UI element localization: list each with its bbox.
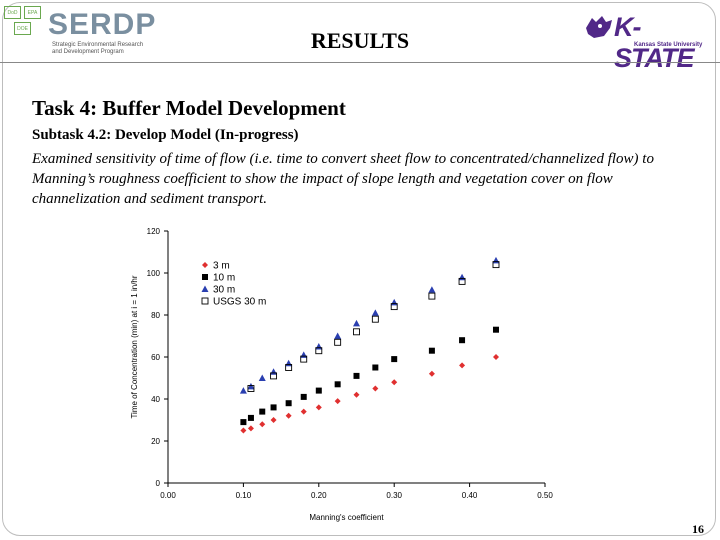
- data-point-3-m: [334, 398, 341, 405]
- data-point-30-m: [285, 359, 293, 367]
- y-tick-label: 80: [151, 311, 160, 320]
- y-tick-label: 120: [147, 227, 161, 236]
- page-number: 16: [692, 522, 704, 536]
- header-divider: [0, 62, 720, 63]
- data-point-30-m: [300, 351, 308, 358]
- y-axis-label: Time of Concentration (min) at i = 1 in/…: [130, 275, 139, 418]
- legend-label: 10 m: [213, 273, 235, 284]
- subtask-title: Subtask 4.2: Develop Model (In-progress): [32, 127, 299, 143]
- legend-marker: [201, 297, 209, 305]
- serdp-wordmark: SERDP: [48, 8, 157, 41]
- x-tick-label: 0.10: [236, 491, 252, 500]
- legend-marker: [201, 285, 209, 292]
- data-point-3-m: [259, 421, 266, 428]
- y-tick-label: 40: [151, 395, 160, 404]
- kstate-wordmark: K-STATE: [614, 12, 695, 73]
- data-point-3-m: [492, 354, 499, 360]
- data-point-30-m: [270, 368, 278, 375]
- data-point-10-m: [259, 408, 266, 415]
- data-point-3-m: [300, 408, 307, 415]
- data-point-3-m: [247, 425, 254, 432]
- x-tick-label: 0.30: [386, 491, 402, 500]
- data-point-10-m: [492, 326, 499, 333]
- dod-box: DoD: [4, 6, 21, 19]
- data-point-3-m: [428, 370, 435, 377]
- x-tick-label: 0.50: [537, 491, 553, 500]
- legend-label: 30 m: [213, 285, 235, 296]
- data-point-usgs-30-m: [247, 385, 255, 392]
- data-point-3-m: [285, 412, 292, 419]
- data-point-10-m: [428, 347, 435, 354]
- data-point-3-m: [353, 391, 360, 398]
- data-point-30-m: [390, 298, 398, 306]
- data-point-10-m: [300, 393, 307, 400]
- data-point-3-m: [240, 427, 247, 434]
- data-point-usgs-30-m: [371, 315, 379, 323]
- x-tick-label: 0.20: [311, 491, 327, 500]
- data-point-usgs-30-m: [315, 347, 323, 355]
- data-point-30-m: [258, 374, 266, 381]
- data-point-30-m: [428, 286, 436, 293]
- data-point-30-m: [458, 273, 466, 281]
- data-point-3-m: [270, 417, 277, 423]
- y-tick-label: 100: [147, 269, 161, 278]
- data-point-10-m: [334, 381, 341, 388]
- legend-marker: [202, 262, 208, 268]
- data-point-usgs-30-m: [285, 364, 293, 371]
- data-point-10-m: [247, 414, 254, 421]
- data-point-30-m: [353, 319, 360, 327]
- legend-label: USGS 30 m: [213, 297, 266, 308]
- data-point-3-m: [372, 385, 379, 392]
- data-point-usgs-30-m: [300, 355, 308, 363]
- slide-title: RESULTS: [310, 28, 410, 53]
- data-point-10-m: [353, 372, 360, 379]
- serdp-subtitle: Strategic Environmental Research and Dev…: [52, 42, 144, 55]
- data-point-30-m: [371, 309, 379, 316]
- legend-label: 3 m: [213, 261, 230, 272]
- data-point-usgs-30-m: [458, 277, 466, 285]
- x-tick-label: 0.40: [462, 491, 478, 500]
- data-point-30-m: [315, 343, 323, 350]
- data-point-3-m: [391, 379, 398, 386]
- data-point-10-m: [270, 404, 277, 411]
- kstate-subtitle: Kansas State University: [634, 42, 703, 48]
- data-point-usgs-30-m: [353, 328, 360, 336]
- y-tick-label: 20: [151, 437, 160, 446]
- data-point-10-m: [285, 400, 292, 407]
- data-point-30-m: [239, 387, 247, 394]
- legend-marker: [202, 274, 208, 280]
- data-point-usgs-30-m: [428, 292, 436, 300]
- kstate-logo: K-STATE Kansas State University: [584, 12, 714, 73]
- y-tick-label: 0: [156, 479, 161, 488]
- data-point-10-m: [372, 364, 379, 371]
- y-tick-label: 60: [151, 353, 160, 362]
- data-point-10-m: [459, 337, 466, 344]
- wildcat-icon: [586, 16, 612, 38]
- data-point-usgs-30-m: [492, 261, 500, 269]
- data-point-30-m: [334, 332, 342, 339]
- data-point-30-m: [492, 256, 500, 264]
- description-text: Examined sensitivity of time of flow (i.…: [32, 151, 654, 207]
- x-axis-label: Manning's coefficient: [309, 513, 384, 522]
- data-point-10-m: [315, 387, 322, 394]
- data-point-usgs-30-m: [390, 303, 398, 311]
- data-point-10-m: [391, 356, 398, 363]
- data-point-3-m: [459, 362, 466, 369]
- data-point-usgs-30-m: [270, 372, 278, 380]
- data-point-30-m: [247, 382, 255, 390]
- data-point-usgs-30-m: [334, 338, 342, 346]
- data-point-3-m: [315, 404, 322, 411]
- x-tick-label: 0.00: [160, 491, 176, 500]
- doe-box: DOE: [14, 22, 31, 35]
- serdp-logo: DoD EPA DOE SERDP Strategic Environmenta…: [4, 6, 155, 60]
- epa-box: EPA: [24, 6, 41, 19]
- task-title: Task 4: Buffer Model Development: [32, 96, 346, 120]
- data-point-10-m: [240, 419, 247, 426]
